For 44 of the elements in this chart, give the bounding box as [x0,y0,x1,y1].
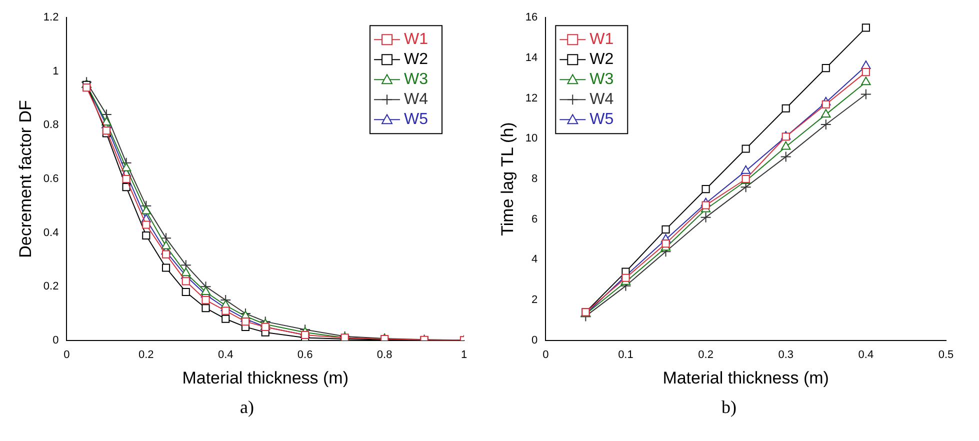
legend-label: W3 [590,71,614,88]
y-axis-title: Decrement factor DF [16,100,35,258]
y-tick-label: 0.8 [43,119,59,132]
x-tick-label: 0.1 [618,349,634,362]
x-tick-label: 0.4 [218,349,234,362]
legend-label: W5 [590,111,614,128]
y-tick-label: 0.6 [43,173,59,186]
y-tick-label: 1.2 [43,12,59,24]
x-tick-label: 0.2 [138,349,154,362]
y-tick-label: 2 [532,294,538,306]
legend-label: W3 [404,71,428,88]
x-tick-label: 0.8 [376,349,392,362]
y-tick-label: 14 [525,52,538,64]
legend-label: W1 [404,31,428,48]
y-tick-label: 6 [532,213,538,226]
x-tick-label: 0.2 [698,349,714,362]
x-tick-label: 1 [460,349,468,362]
legend-label: W4 [404,91,428,108]
x-tick-label: 0 [542,349,549,362]
text: b) [722,397,736,418]
x-tick-label: 0.3 [778,349,794,362]
x-axis-title: Material thickness (m) [662,368,829,388]
y-tick-label: 0.2 [43,280,59,293]
y-tick-label: 4 [532,254,538,266]
y-tick-label: 1 [52,65,59,78]
x-tick-label: 0.6 [297,349,313,362]
legend-label: W2 [590,51,614,68]
y-tick-label: 0 [52,334,59,346]
legend-label: W1 [590,31,614,48]
x-axis-title: Material thickness (m) [182,368,348,388]
legend-label: W4 [590,91,614,108]
y-axis-title: Time lag TL (h) [498,122,517,236]
y-tick-label: 12 [525,92,538,104]
y-tick-label: 10 [525,132,538,145]
legend-label: W5 [404,111,428,128]
y-tick-label: 8 [532,173,538,186]
y-tick-label: 16 [525,12,538,24]
x-tick-label: 0.4 [858,349,874,362]
x-tick-label: 0 [64,349,70,362]
x-tick-label: 0.5 [938,349,954,362]
text: a) [240,397,254,418]
legend-label: W2 [404,51,428,68]
y-tick-label: 0 [532,334,538,346]
y-tick-label: 0.4 [43,226,59,239]
